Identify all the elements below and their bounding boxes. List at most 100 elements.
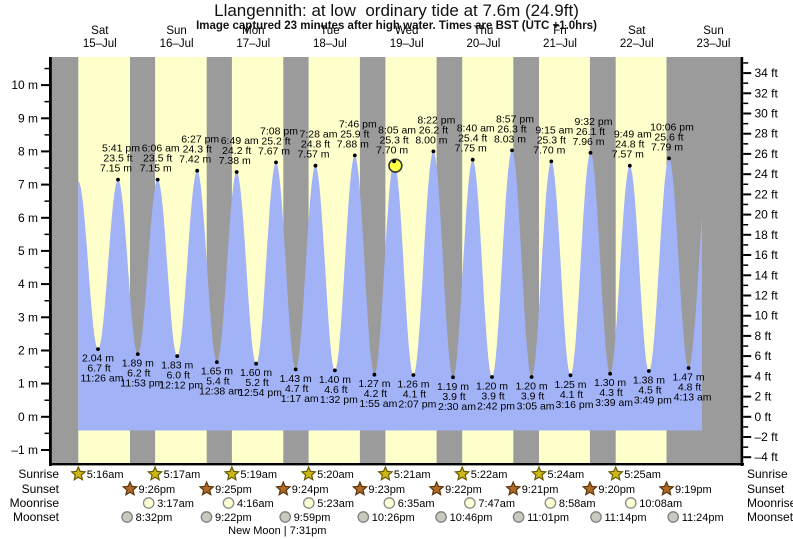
sunrise-time: 5:21am <box>394 469 431 481</box>
left-axis-tick <box>41 382 50 385</box>
tide-event-dot <box>588 150 593 155</box>
high-tide-label: 23.5 ft <box>103 153 132 165</box>
high-tide-label: 9:49 am <box>614 129 652 141</box>
high-tide-label: 7:08 pm <box>260 125 298 137</box>
left-axis-tick <box>41 249 50 252</box>
day-date-label: 16–Jul <box>160 38 194 50</box>
day-date-label: 21–Jul <box>543 38 577 50</box>
moonrise-time: 10:08am <box>639 498 682 510</box>
low-tide-label: 1:32 pm <box>320 394 358 406</box>
high-tide-label: 7.42 m <box>179 154 211 166</box>
sunset-time: 9:19pm <box>675 484 712 496</box>
high-tide-label: 7.38 m <box>219 155 251 167</box>
low-tide-label: 1:55 am <box>359 398 397 410</box>
left-axis-minor-tick <box>44 67 50 70</box>
sunset-time: 9:25pm <box>215 484 252 496</box>
left-axis-line <box>49 57 52 466</box>
moonrise-icon <box>383 497 396 509</box>
left-axis-label: 8 m <box>18 144 38 158</box>
moonset-time: 10:46pm <box>450 512 493 524</box>
sunrise-icon <box>530 465 548 481</box>
moonset-time: 10:26pm <box>372 512 415 524</box>
low-tide-label: 3.9 ft <box>481 391 504 403</box>
low-tide-label: 3:49 pm <box>634 395 672 407</box>
sunrise-icon <box>607 465 624 481</box>
tide-event-dot <box>254 361 258 366</box>
right-axis-tick <box>743 173 752 176</box>
low-tide-label: 12:54 pm <box>238 387 282 399</box>
right-axis-tick <box>743 72 752 75</box>
moonset-icon <box>200 511 213 523</box>
left-axis-label: 3 m <box>18 310 38 324</box>
left-axis-tick <box>41 349 50 352</box>
moonrise-icon <box>142 497 155 509</box>
sunset-icon <box>275 480 292 496</box>
sunset-time: 9:22pm <box>445 484 482 496</box>
day-label: Mon <box>242 25 264 37</box>
low-tide-label: 4.3 ft <box>599 387 622 399</box>
high-tide-label: 25.2 ft <box>261 135 290 147</box>
left-axis-label: 2 m <box>18 344 38 358</box>
tide-event-dot <box>274 160 278 165</box>
high-tide-label: 7:28 am <box>300 129 338 141</box>
new-moon-label: New Moon | 7:31pm <box>228 525 326 537</box>
sunset-icon <box>428 480 445 496</box>
moonset-icon <box>357 511 370 523</box>
high-tide-label: 8:05 am <box>378 124 416 136</box>
moonset-time: 11:14pm <box>605 512 647 524</box>
moonrise-time: 6:35am <box>398 498 435 510</box>
tide-event-dot <box>313 163 318 168</box>
low-tide-label: 6.2 ft <box>127 368 150 380</box>
left-axis-tick <box>41 415 50 418</box>
low-tide-label: 1.20 m <box>476 381 508 393</box>
right-axis-tick <box>743 415 752 418</box>
right-axis-tick <box>743 314 752 317</box>
high-tide-label: 7.70 m <box>376 144 408 156</box>
left-axis-tick <box>41 216 50 219</box>
right-axis-tick <box>743 112 752 115</box>
tide-area <box>78 150 702 431</box>
sunrise-time: 5:17am <box>164 469 201 481</box>
left-axis-label: –1 m <box>11 443 38 457</box>
low-tide-label: 1.65 m <box>201 366 233 378</box>
tide-event-dot <box>470 157 475 162</box>
day-date-label: 19–Jul <box>390 38 424 50</box>
page-subtitle: Image captured 23 minutes after high wat… <box>196 20 597 32</box>
day-label: Sat <box>628 25 646 37</box>
sunset-time: 9:26pm <box>139 484 176 496</box>
moonrise-icon <box>222 497 235 509</box>
right-axis-minor-tick <box>743 224 749 226</box>
high-tide-label: 7.57 m <box>612 149 644 161</box>
moonrise-time: 8:58am <box>559 498 596 510</box>
low-tide-label: 6.0 ft <box>167 370 190 382</box>
right-axis-tick <box>743 436 752 438</box>
right-axis-tick <box>743 152 752 155</box>
tide-event-dot <box>686 366 691 370</box>
day-label: Wed <box>395 25 418 37</box>
low-tide-label: 6.7 ft <box>87 363 110 375</box>
sunset-icon <box>121 480 139 496</box>
right-axis-label: 26 ft <box>755 147 779 161</box>
moonrise-time: 4:16am <box>237 498 274 510</box>
row-label-left: Moonset <box>13 510 60 524</box>
sunset-time: 9:21pm <box>522 484 559 496</box>
right-axis-minor-tick <box>743 62 749 64</box>
sunrise-time: 5:16am <box>87 469 124 481</box>
low-tide-label: 4.1 ft <box>560 389 583 401</box>
moonset-icon <box>667 511 680 523</box>
right-axis-minor-tick <box>743 426 749 428</box>
low-tide-label: 1.60 m <box>240 367 272 379</box>
right-axis-label: 16 ft <box>755 248 779 262</box>
right-axis-label: 24 ft <box>755 167 779 181</box>
left-axis-label: 0 m <box>18 410 38 424</box>
low-tide-label: 2:07 pm <box>398 399 436 411</box>
right-axis-tick <box>743 233 752 236</box>
low-tide-label: 1.26 m <box>397 379 429 391</box>
right-axis-tick <box>743 294 752 297</box>
right-axis-minor-tick <box>743 345 749 347</box>
right-axis-minor-tick <box>743 183 749 185</box>
low-tide-label: 1.40 m <box>319 374 351 386</box>
right-axis-label: 14 ft <box>755 268 779 282</box>
moonset-time: 8:32pm <box>136 512 173 524</box>
